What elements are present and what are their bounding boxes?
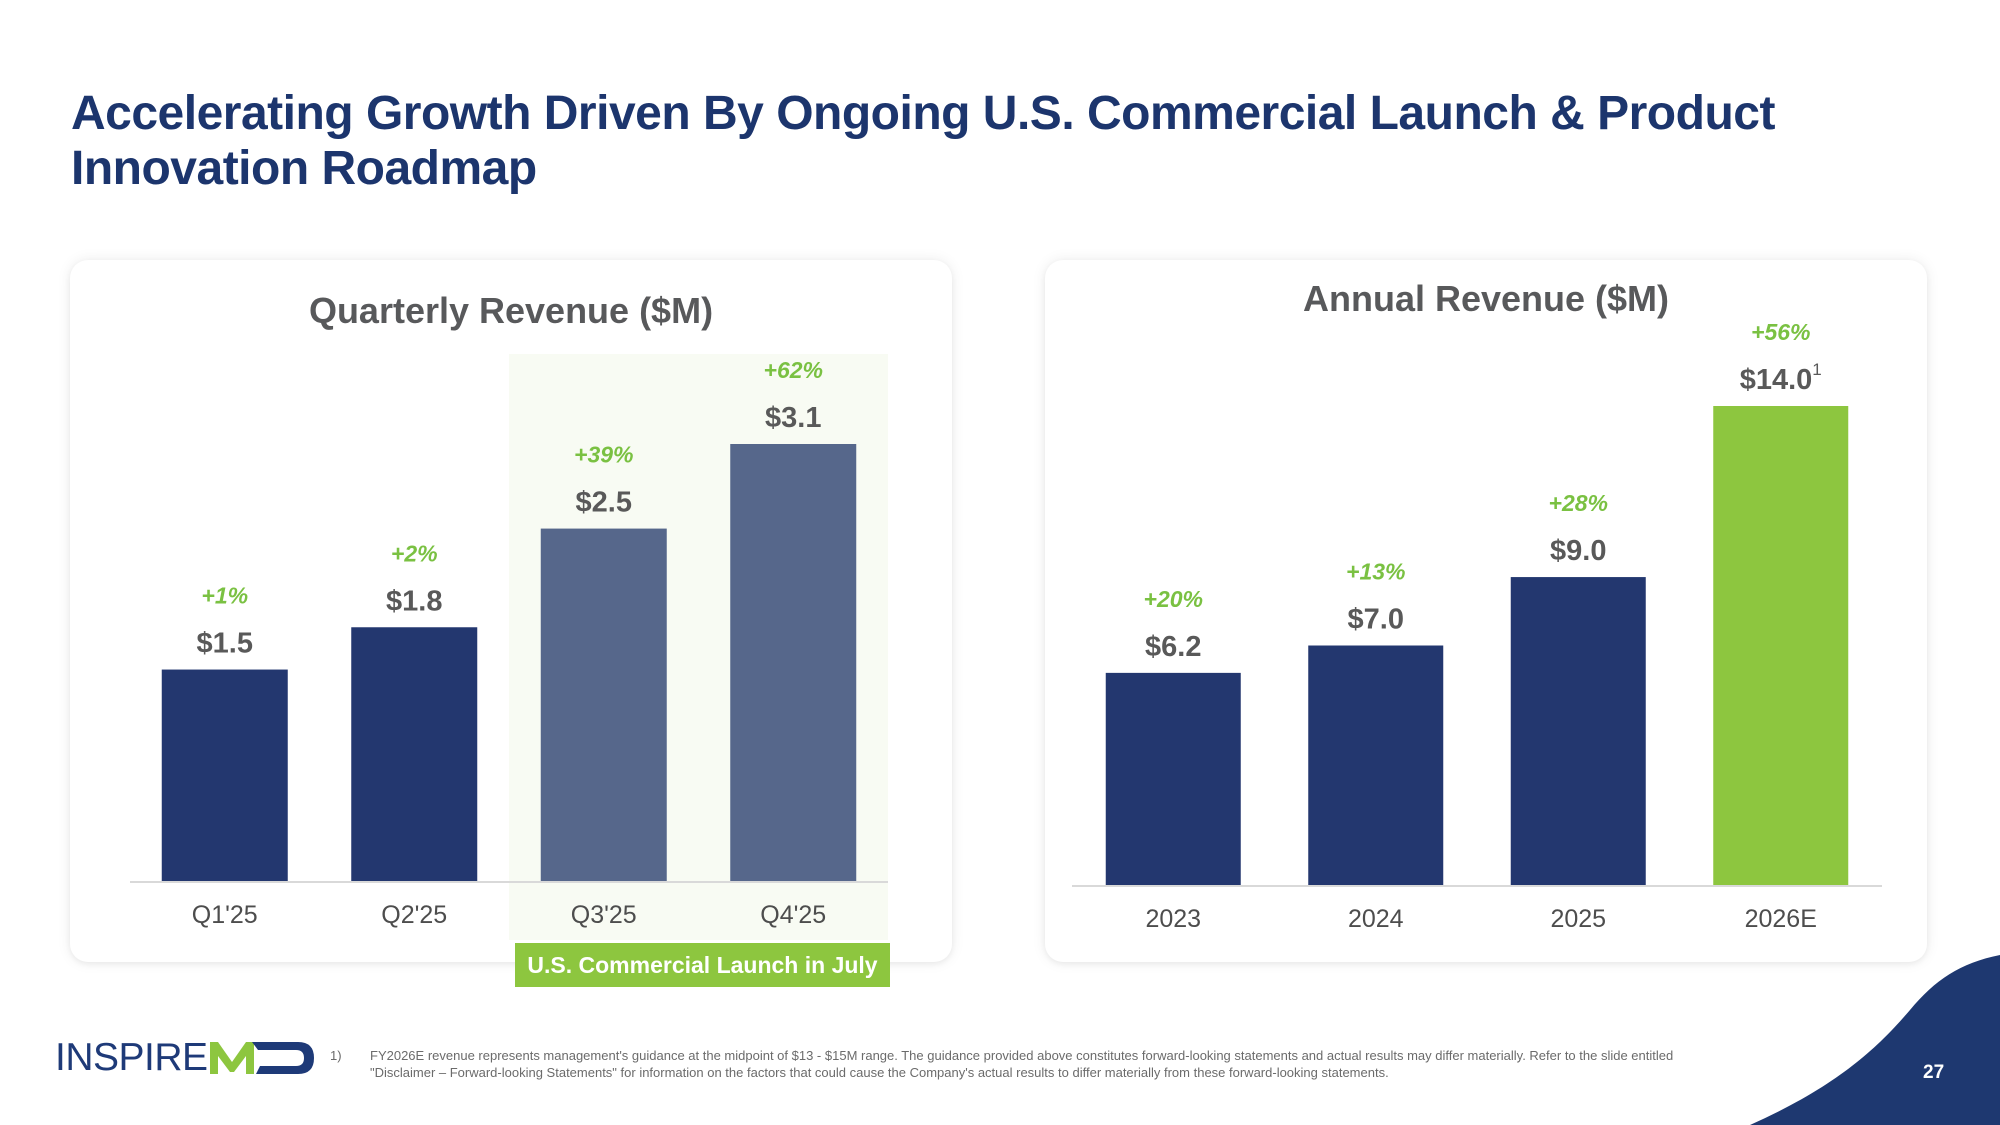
quarterly-growth-label: +1% [201, 583, 248, 609]
logo-wordmark: INSPIRE [55, 1036, 208, 1079]
quarterly-growth-label: +2% [391, 540, 438, 566]
quarterly-category-label: Q3'25 [571, 901, 637, 929]
annual-growth-label: +28% [1549, 490, 1608, 516]
quarterly-bar-Q4'25 [730, 444, 857, 881]
quarterly-category-label: Q4'25 [760, 901, 826, 929]
quarterly-category-label: Q2'25 [381, 901, 447, 929]
annual-value-label: $7.0 [1348, 604, 1404, 636]
us-launch-banner: U.S. Commercial Launch in July [515, 943, 890, 987]
quarterly-bar-Q3'25 [540, 528, 667, 881]
quarterly-chart-title: Quarterly Revenue ($M) [308, 290, 714, 331]
annual-bar-2023 [1105, 672, 1241, 885]
footnote-text: FY2026E revenue represents management's … [370, 1048, 1674, 1080]
quarterly-value-label: $3.1 [765, 402, 821, 434]
quarterly-value-label: $1.8 [386, 585, 442, 617]
annual-bar-2026E [1713, 406, 1849, 885]
annual-growth-label: +56% [1751, 319, 1810, 345]
annual-category-label: 2024 [1348, 905, 1404, 933]
annual-growth-label: +20% [1144, 586, 1203, 612]
slide-title: Accelerating Growth Driven By Ongoing U.… [71, 87, 1775, 195]
annual-footnote-marker: 1 [1812, 360, 1821, 379]
quarterly-bar-Q2'25 [351, 627, 478, 881]
quarterly-growth-label: +39% [574, 442, 633, 468]
quarterly-value-label: $1.5 [197, 628, 253, 660]
corner-wave-decoration [1750, 955, 2000, 1125]
annual-category-label: 2026E [1745, 905, 1817, 933]
annual-growth-label: +13% [1346, 559, 1405, 585]
annual-value-label: $14.01 [1740, 360, 1822, 396]
quarterly-growth-label: +62% [764, 357, 823, 383]
annual-bar-2024 [1308, 645, 1444, 885]
quarterly-value-label: $2.5 [576, 487, 632, 519]
footnote-number: 1) [330, 1048, 342, 1063]
inspiremd-logo: INSPIRE [55, 1036, 318, 1080]
annual-value-label: $9.0 [1550, 535, 1606, 567]
annual-category-label: 2025 [1550, 905, 1606, 933]
annual-chart-title: Annual Revenue ($M) [1302, 278, 1670, 319]
annual-bar-2025 [1510, 577, 1646, 885]
annual-value-label: $6.2 [1145, 631, 1201, 663]
quarterly-category-label: Q1'25 [192, 901, 258, 929]
annual-category-label: 2023 [1145, 905, 1201, 933]
page-number: 27 [1923, 1062, 1945, 1083]
quarterly-bar-Q1'25 [161, 669, 288, 881]
logo-md-mark-icon [209, 1042, 314, 1074]
